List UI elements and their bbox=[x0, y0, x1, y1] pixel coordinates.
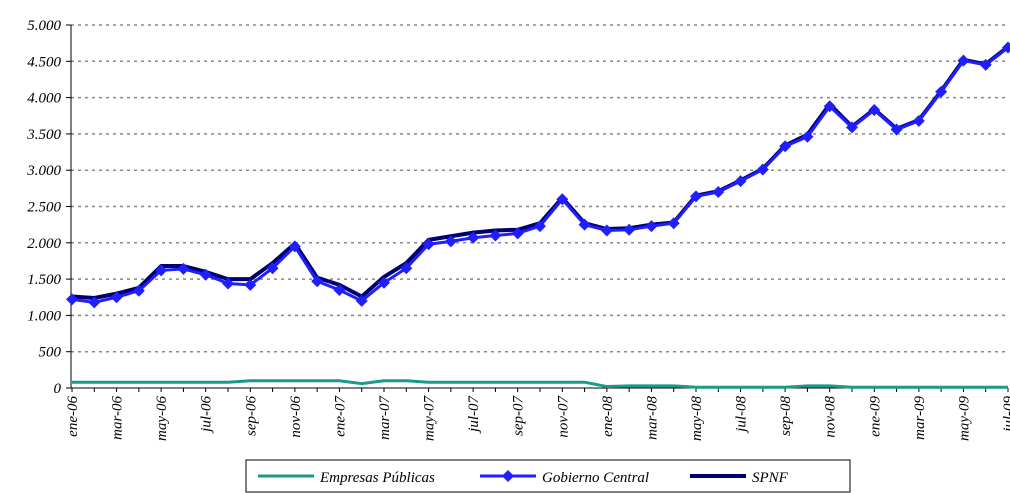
x-tick-label: mar-07 bbox=[377, 395, 393, 440]
marker bbox=[600, 224, 613, 237]
marker bbox=[846, 121, 858, 134]
marker bbox=[88, 296, 101, 309]
x-tick-label: nov-06 bbox=[288, 396, 304, 438]
y-tick-label: 1.000 bbox=[27, 308, 61, 324]
marker bbox=[222, 277, 234, 290]
x-tick-label: mar-08 bbox=[644, 396, 660, 440]
marker bbox=[355, 294, 368, 307]
marker bbox=[623, 223, 636, 236]
marker bbox=[756, 163, 769, 176]
legend-box bbox=[245, 459, 851, 493]
marker bbox=[868, 103, 881, 116]
marker bbox=[244, 278, 257, 291]
y-tick-label: 2.500 bbox=[27, 200, 61, 216]
x-tick-label: nov-07 bbox=[555, 395, 571, 438]
legend-label: Gobierno Central bbox=[542, 470, 649, 486]
x-tick-label: may-09 bbox=[956, 396, 972, 441]
legend: Empresas Públicas Gobierno Central SPNF bbox=[245, 459, 851, 493]
marker bbox=[556, 193, 569, 206]
marker bbox=[534, 220, 546, 233]
x-tick-label: sep-06 bbox=[243, 396, 259, 436]
y-tick-label: 4.500 bbox=[27, 54, 61, 70]
marker bbox=[935, 85, 948, 98]
marker bbox=[400, 262, 413, 275]
marker bbox=[779, 140, 792, 153]
legend-label: SPNF bbox=[752, 470, 789, 486]
x-tick-label: nov-08 bbox=[823, 396, 839, 438]
marker bbox=[645, 220, 658, 233]
y-tick-label: 1.500 bbox=[27, 272, 61, 288]
marker bbox=[912, 114, 925, 127]
line bbox=[71, 45, 1010, 300]
marker bbox=[712, 185, 725, 198]
x-tick-label: ene-09 bbox=[867, 396, 883, 437]
line bbox=[72, 379, 1008, 389]
marker bbox=[288, 240, 301, 253]
marker bbox=[422, 238, 435, 251]
x-tick-label: jul-07 bbox=[466, 395, 482, 434]
x-tick-label: mar-06 bbox=[110, 396, 126, 440]
marker bbox=[511, 227, 524, 240]
legend-label: Empresas Públicas bbox=[319, 470, 435, 486]
marker bbox=[66, 293, 78, 306]
marker bbox=[333, 283, 346, 296]
line bbox=[71, 46, 1009, 304]
marker bbox=[489, 229, 502, 242]
marker bbox=[311, 275, 324, 288]
x-tick-label: jul-06 bbox=[199, 396, 215, 434]
x-tick-label: may-06 bbox=[154, 396, 170, 441]
y-tick-label: 2.000 bbox=[27, 236, 61, 252]
marker bbox=[467, 231, 480, 244]
x-tick-label: may-08 bbox=[689, 396, 705, 441]
y-tick-label: 3.500 bbox=[26, 127, 61, 143]
marker bbox=[444, 235, 457, 248]
marker bbox=[734, 175, 747, 188]
y-tick-label: 4.000 bbox=[27, 91, 61, 107]
y-tick-label: 5.000 bbox=[27, 18, 61, 34]
y-tick-label: 3.000 bbox=[26, 163, 61, 179]
x-tick-label: ene-06 bbox=[65, 396, 81, 437]
marker bbox=[378, 276, 390, 289]
y-tick-label: 500 bbox=[39, 345, 62, 361]
x-tick-label: sep-08 bbox=[778, 396, 794, 436]
marker bbox=[979, 58, 992, 71]
marker bbox=[110, 291, 123, 304]
marker bbox=[578, 218, 591, 231]
marker bbox=[890, 123, 903, 136]
x-tick-label: ene-08 bbox=[600, 396, 616, 437]
marker bbox=[199, 268, 212, 281]
marker bbox=[823, 100, 836, 113]
marker bbox=[957, 54, 970, 67]
x-tick-label: may-07 bbox=[422, 395, 438, 441]
marker bbox=[667, 217, 680, 230]
x-tick-label: mar-09 bbox=[912, 396, 928, 440]
x-tick-label: jul-09 bbox=[1001, 396, 1010, 434]
x-tick-label: sep-07 bbox=[511, 395, 527, 436]
x-tick-label: ene-07 bbox=[332, 395, 348, 437]
legend-marker bbox=[502, 470, 514, 482]
marker bbox=[132, 284, 145, 297]
marker bbox=[1002, 41, 1010, 54]
marker bbox=[690, 190, 702, 203]
marker bbox=[266, 262, 279, 275]
x-tick-label: jul-08 bbox=[734, 396, 750, 434]
marker bbox=[155, 264, 168, 277]
marker bbox=[177, 262, 190, 275]
y-tick-label: 0 bbox=[54, 381, 62, 397]
marker bbox=[801, 130, 814, 143]
